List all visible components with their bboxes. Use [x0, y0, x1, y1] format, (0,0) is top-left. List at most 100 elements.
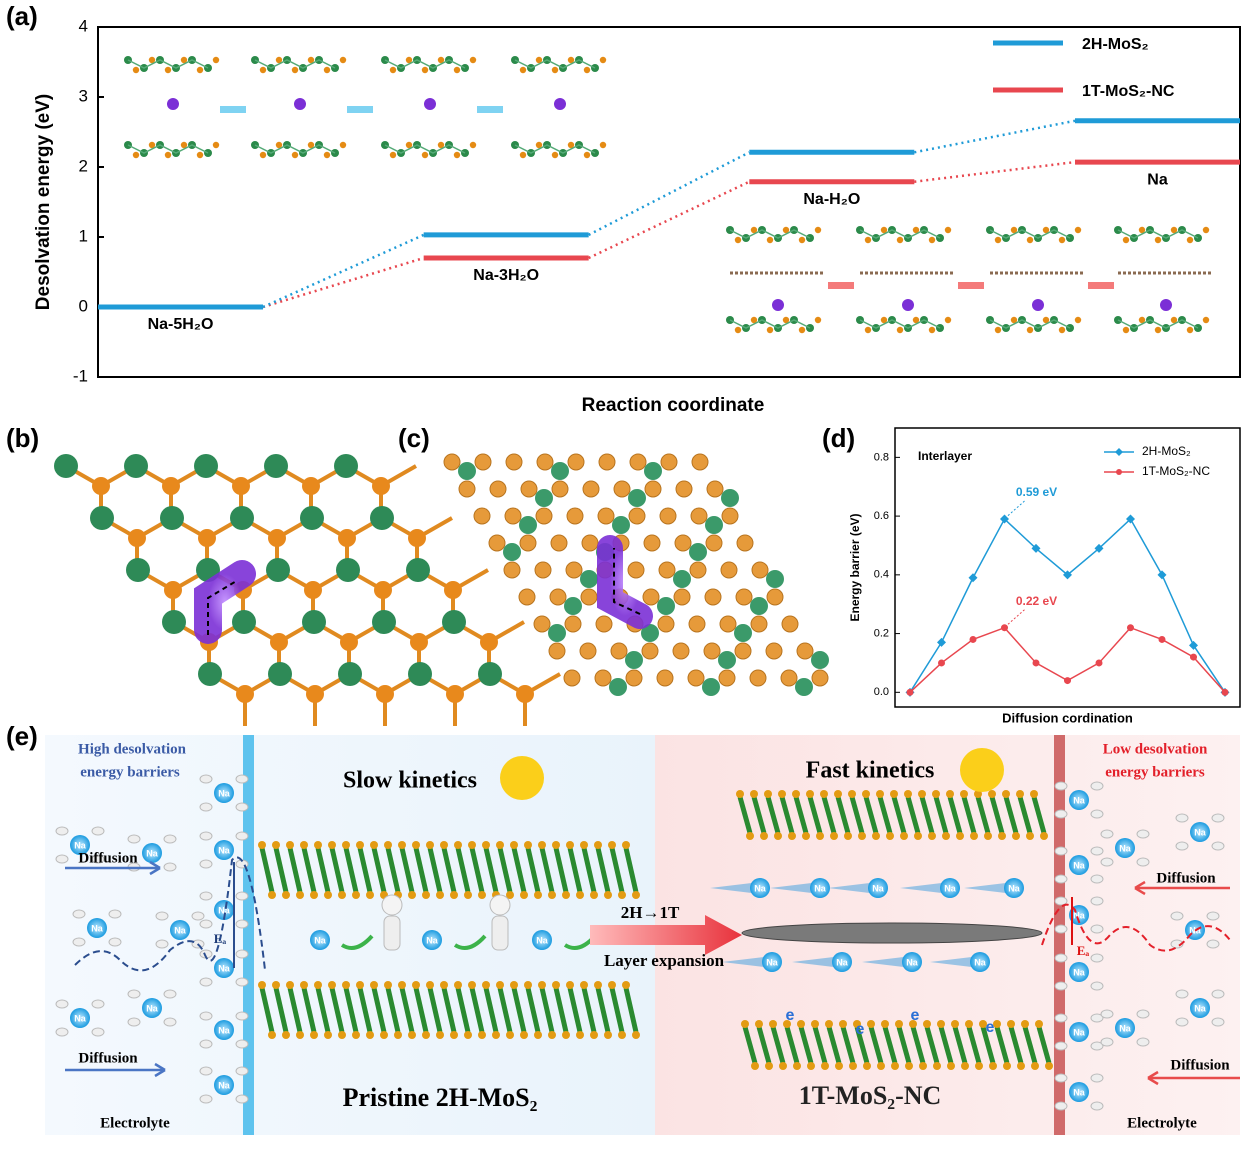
- s-atom: [518, 588, 536, 606]
- legend-label: 1T-MoS₂-NC: [1082, 83, 1175, 100]
- s-atom: [533, 615, 551, 633]
- s-atom: [422, 891, 430, 899]
- s-atom: [436, 1031, 444, 1039]
- layer-bond: [287, 847, 303, 893]
- connector: [914, 119, 1076, 154]
- s-atom: [580, 981, 588, 989]
- layer-bond: [315, 847, 331, 893]
- layer-bond: [1031, 796, 1047, 834]
- layer-bond: [329, 847, 345, 893]
- mo-atom: [535, 489, 553, 507]
- water: [1054, 1073, 1068, 1083]
- atom: [912, 316, 920, 324]
- na-ion: [1190, 822, 1210, 842]
- s-atom: [628, 507, 646, 525]
- s-atom: [821, 1062, 829, 1070]
- layer-bond: [455, 847, 471, 893]
- water: [235, 1094, 249, 1104]
- s-atom: [506, 891, 514, 899]
- layer-bond: [910, 1026, 926, 1064]
- s-atom: [734, 642, 752, 660]
- water: [1054, 1101, 1068, 1111]
- mo-atom: [718, 651, 736, 669]
- atom: [196, 66, 204, 74]
- water: [1054, 1013, 1068, 1023]
- na-ion: [1069, 1022, 1089, 1042]
- emoji: [500, 756, 544, 800]
- s-atom: [595, 615, 613, 633]
- peak-pointer: [1007, 500, 1025, 517]
- water: [199, 1039, 213, 1049]
- figure-head: [381, 894, 403, 916]
- layer-bond: [553, 987, 569, 1033]
- water: [199, 859, 213, 869]
- na-ion: [214, 1020, 234, 1040]
- s-atom: [942, 832, 950, 840]
- atom: [928, 326, 936, 334]
- s-atom: [644, 480, 662, 498]
- plot-frame: [894, 427, 1241, 708]
- water: [1090, 1073, 1104, 1083]
- layer-bond: [933, 796, 949, 834]
- s-atom: [519, 534, 537, 552]
- na-label: Na: [766, 957, 778, 967]
- layer-bond: [259, 847, 275, 893]
- s-atom: [632, 1031, 640, 1039]
- s-atom: [324, 1031, 332, 1039]
- diffusion-arrow: [613, 548, 641, 615]
- layer-bond: [539, 987, 555, 1033]
- na-label: Na: [74, 1013, 86, 1023]
- atom: [1138, 316, 1146, 324]
- panel-label: (a): [6, 1, 38, 31]
- layer-bond: [1022, 1026, 1038, 1064]
- s-atom: [566, 507, 584, 525]
- layer-bond: [329, 987, 345, 1033]
- layer-bond: [756, 1026, 772, 1064]
- s-atom: [741, 1020, 749, 1028]
- s-atom: [951, 1020, 959, 1028]
- diffusion-arrow: [207, 579, 239, 635]
- step-arrow: [477, 106, 503, 113]
- marker: [1127, 624, 1134, 632]
- atom: [1122, 326, 1130, 334]
- s-atom: [567, 453, 585, 471]
- water: [1054, 924, 1068, 934]
- s-atom: [443, 453, 461, 471]
- layer-bond: [877, 796, 893, 834]
- mo-atom: [90, 506, 114, 530]
- layer-bond: [511, 847, 527, 893]
- na-ion: [70, 835, 90, 855]
- atom: [928, 236, 936, 244]
- s-atom: [769, 1020, 777, 1028]
- s-atom: [674, 534, 692, 552]
- s-atom: [779, 1062, 787, 1070]
- s-atom: [310, 1031, 318, 1039]
- s-atom: [550, 534, 568, 552]
- na-ion: [142, 843, 162, 863]
- atom: [1138, 226, 1146, 234]
- mo-atom: [300, 506, 324, 530]
- water: [163, 862, 177, 872]
- layer-bond: [371, 847, 387, 893]
- mo-atom: [702, 678, 720, 696]
- mo-atom: [689, 543, 707, 561]
- s-atom: [597, 507, 615, 525]
- s-atom: [890, 790, 898, 798]
- water: [235, 977, 249, 987]
- connector: [262, 233, 425, 309]
- na-label: Na: [814, 883, 826, 893]
- electron-label: e: [986, 1019, 995, 1036]
- s-atom: [858, 832, 866, 840]
- water: [1090, 896, 1104, 906]
- s-atom: [454, 981, 462, 989]
- figure-body: [491, 915, 509, 951]
- layer-bond: [882, 1026, 898, 1064]
- na-label: Na: [218, 788, 230, 798]
- na-ion: [1115, 1018, 1135, 1038]
- mo-atom: [232, 610, 256, 634]
- s-atom: [272, 981, 280, 989]
- s-atom: [384, 841, 392, 849]
- layer-bond: [357, 847, 373, 893]
- s-atom: [755, 1020, 763, 1028]
